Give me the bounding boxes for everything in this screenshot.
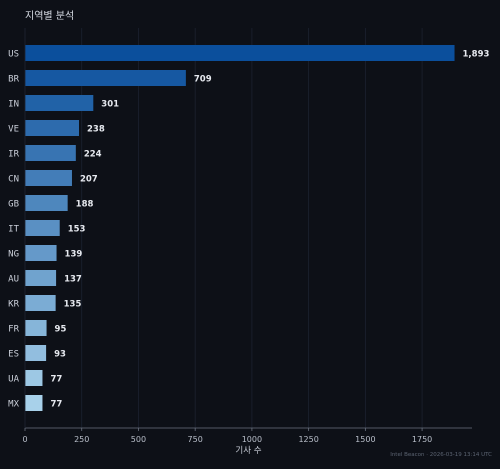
value-label-in: 301	[101, 100, 119, 110]
category-label-cn: CN	[8, 175, 19, 185]
bar-mx	[25, 395, 43, 411]
x-tick-label: 1500	[355, 435, 375, 444]
value-label-fr: 95	[55, 325, 67, 335]
category-label-br: BR	[8, 75, 19, 85]
x-tick-label: 1250	[298, 435, 318, 444]
x-tick-label: 0	[22, 435, 27, 444]
category-label-ua: UA	[8, 375, 19, 385]
category-label-it: IT	[8, 225, 19, 235]
x-tick-label: 250	[74, 435, 89, 444]
value-label-ua: 77	[50, 375, 62, 385]
category-label-es: ES	[8, 350, 19, 360]
bar-us	[25, 45, 455, 61]
value-label-it: 153	[68, 225, 86, 235]
category-label-kr: KR	[8, 300, 19, 310]
value-label-es: 93	[54, 350, 66, 360]
x-tick-label: 1000	[242, 435, 262, 444]
value-label-br: 709	[194, 75, 212, 85]
category-label-us: US	[8, 50, 19, 60]
bar-ng	[25, 245, 57, 261]
bar-au	[25, 270, 57, 286]
x-axis-title: 기사 수	[235, 446, 261, 456]
category-label-ve: VE	[8, 125, 19, 135]
bar-kr	[25, 295, 56, 311]
category-label-ir: IR	[8, 150, 19, 160]
category-label-au: AU	[8, 275, 19, 285]
bar-it	[25, 220, 60, 236]
chart-title: 지역별 분석	[25, 11, 75, 22]
bar-fr	[25, 320, 47, 336]
watermark-text: Intel Beacon · 2026-03-19 13:14 UTC	[390, 452, 492, 458]
category-label-fr: FR	[8, 325, 19, 335]
value-label-au: 137	[64, 275, 82, 285]
value-label-us: 1,893	[463, 50, 490, 60]
value-label-mx: 77	[50, 400, 62, 410]
value-label-kr: 135	[64, 300, 82, 310]
bar-cn	[25, 170, 72, 186]
bar-ir	[25, 145, 76, 161]
bar-ua	[25, 370, 43, 386]
x-tick-label: 1750	[412, 435, 432, 444]
bars-layer	[25, 45, 455, 411]
value-label-gb: 188	[76, 200, 94, 210]
axis-layer: 0 250 500 750 1000 1250 1500 1750 기사 수	[22, 28, 472, 456]
bar-in	[25, 95, 94, 111]
labels-layer: US 1,893 BR 709 IN 301 VE 238 IR 224 CN 207 GB 188 IT 1…	[8, 50, 489, 410]
bar-gb	[25, 195, 68, 211]
value-label-ve: 238	[87, 125, 105, 135]
value-label-ir: 224	[84, 150, 102, 160]
category-label-gb: GB	[8, 200, 19, 210]
bar-ve	[25, 120, 80, 136]
value-label-cn: 207	[80, 175, 98, 185]
bar-es	[25, 345, 47, 361]
value-label-ng: 139	[65, 250, 83, 260]
x-tick-label: 750	[188, 435, 203, 444]
bar-br	[25, 70, 186, 86]
category-label-ng: NG	[8, 250, 19, 260]
category-label-in: IN	[8, 100, 19, 110]
category-label-mx: MX	[8, 400, 19, 410]
x-tick-label: 500	[131, 435, 146, 444]
